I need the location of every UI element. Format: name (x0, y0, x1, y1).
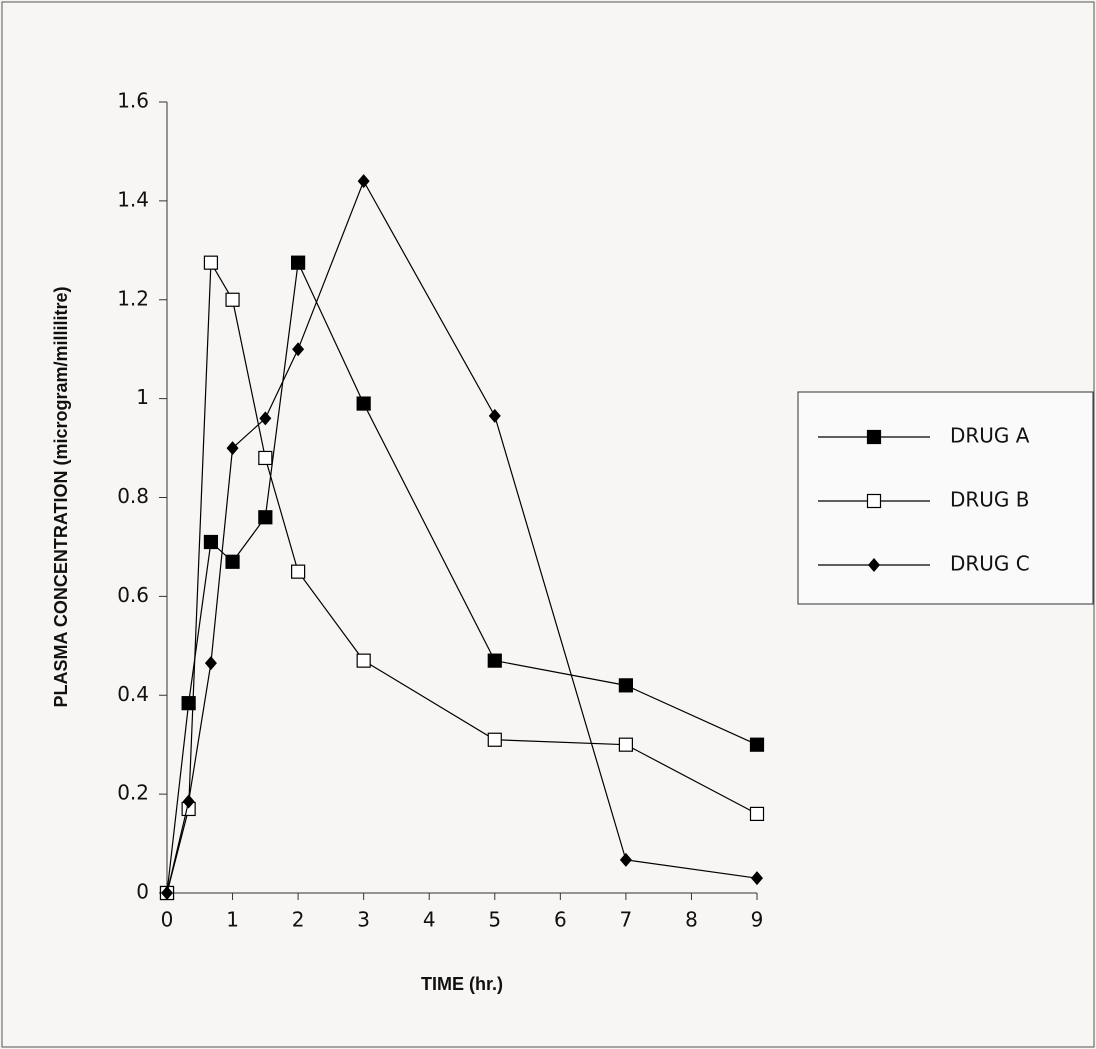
data-point (292, 565, 305, 578)
x-tick-label: 5 (488, 908, 501, 932)
legend-label: DRUG C (950, 552, 1030, 576)
legend-marker (868, 495, 881, 508)
legend-label: DRUG B (950, 488, 1030, 512)
data-point (259, 451, 272, 464)
x-tick-label: 4 (423, 908, 436, 932)
y-tick-label: 1 (136, 385, 149, 409)
data-point (226, 555, 239, 568)
y-tick-label: 0.8 (117, 484, 149, 508)
x-tick-label: 1 (226, 908, 239, 932)
y-tick-label: 0.2 (117, 781, 149, 805)
data-point (357, 397, 370, 410)
data-point (751, 738, 764, 751)
legend-label: DRUG A (950, 424, 1030, 448)
data-point (619, 738, 632, 751)
x-tick-label: 9 (751, 908, 764, 932)
y-tick-label: 0.6 (117, 583, 149, 607)
x-axis-label: TIME (hr.) (421, 974, 503, 994)
data-point (488, 733, 501, 746)
x-tick-label: 3 (357, 908, 370, 932)
data-point (292, 256, 305, 269)
data-point (619, 679, 632, 692)
x-tick-label: 8 (685, 908, 698, 932)
y-tick-label: 0.4 (117, 682, 149, 706)
y-tick-label: 1.6 (117, 89, 149, 113)
data-point (204, 256, 217, 269)
y-tick-label: 0 (136, 880, 149, 904)
data-point (751, 807, 764, 820)
data-point (357, 654, 370, 667)
data-point (488, 654, 501, 667)
y-tick-label: 1.4 (117, 187, 149, 211)
data-point (259, 511, 272, 524)
legend-box (798, 392, 1093, 604)
chart: TIME (hr.) PLASMA CONCENTRATION (microgr… (0, 0, 1096, 1049)
x-tick-label: 6 (554, 908, 567, 932)
y-tick-label: 1.2 (117, 286, 149, 310)
x-tick-label: 7 (620, 908, 633, 932)
legend-marker (868, 431, 881, 444)
x-tick-label: 0 (161, 908, 174, 932)
y-axis-label: PLASMA CONCENTRATION (microgram/millilit… (51, 286, 71, 707)
data-point (204, 535, 217, 548)
data-point (226, 293, 239, 306)
x-tick-label: 2 (292, 908, 305, 932)
